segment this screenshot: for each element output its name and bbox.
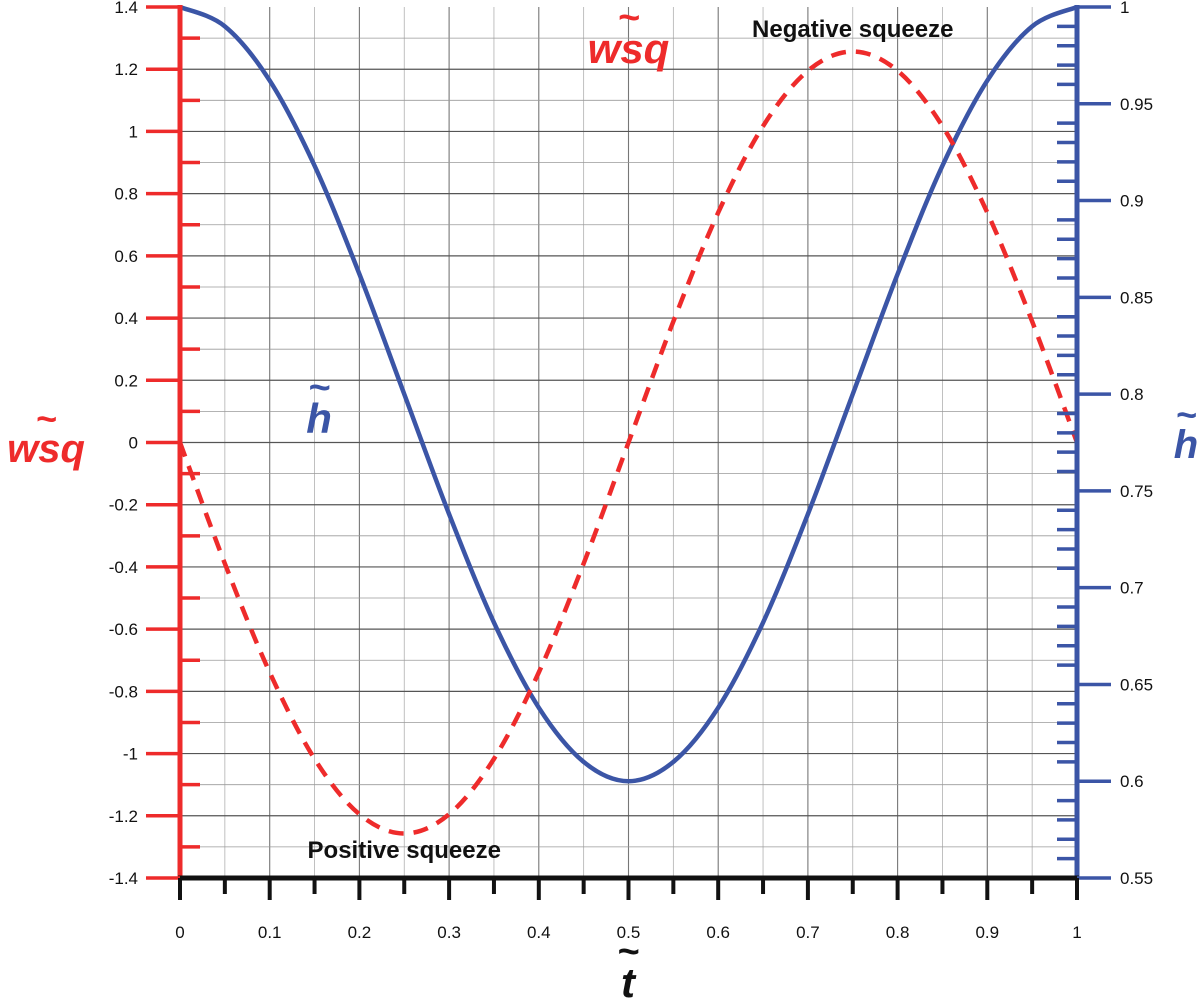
bottom-tick-label: 0.3 bbox=[437, 923, 461, 942]
left-tick-label: -1.4 bbox=[109, 869, 138, 888]
bottom-tick-label: 1 bbox=[1072, 923, 1081, 942]
right-tick-label: 0.95 bbox=[1120, 95, 1153, 114]
right-tick-label: 0.85 bbox=[1120, 288, 1153, 307]
left-tick-label: 0.4 bbox=[114, 309, 138, 328]
inline-label-h: ~h bbox=[306, 367, 332, 442]
annotation-label: Positive squeeze bbox=[308, 837, 501, 864]
series-layer bbox=[177, 4, 1080, 836]
right-tick-label: 0.6 bbox=[1120, 772, 1144, 791]
inline-label-wsq-text: wsq bbox=[588, 25, 670, 72]
left-tick-label: 1.2 bbox=[114, 60, 138, 79]
annotation-label: Negative squeeze bbox=[752, 16, 953, 43]
left-tick-label: -0.4 bbox=[109, 558, 138, 577]
left-tick-label: 1.4 bbox=[114, 0, 138, 17]
inline-label-h-accent: ~ bbox=[308, 367, 330, 409]
inline-label-wsq: ~wsq bbox=[588, 0, 670, 72]
left-tick-label: -0.6 bbox=[109, 620, 138, 639]
right-tick-label: 0.8 bbox=[1120, 385, 1144, 404]
x-title-accent: ~ bbox=[617, 931, 639, 973]
bottom-tick-label: 0.7 bbox=[796, 923, 820, 942]
y-left-title-text: wsq bbox=[7, 427, 85, 471]
left-tick-label: 0.8 bbox=[114, 185, 138, 204]
bottom-tick-label: 0.9 bbox=[975, 923, 999, 942]
right-tick-label: 1 bbox=[1120, 0, 1129, 17]
right-tick-label: 0.9 bbox=[1120, 192, 1144, 211]
grid bbox=[180, 7, 1077, 878]
x-title: ~t bbox=[617, 931, 639, 1002]
bottom-tick-label: 0.2 bbox=[348, 923, 372, 942]
bottom-tick-label: 0.4 bbox=[527, 923, 551, 942]
y-right-title-accent: ~ bbox=[1175, 394, 1196, 435]
right-tick-label: 0.65 bbox=[1120, 675, 1153, 694]
left-tick-label: -1 bbox=[123, 745, 138, 764]
left-tick-label: -0.8 bbox=[109, 682, 138, 701]
right-tick-label: 0.75 bbox=[1120, 482, 1153, 501]
bottom-tick-label: 0.1 bbox=[258, 923, 282, 942]
bottom-tick-label: 0.6 bbox=[706, 923, 730, 942]
left-tick-label: 0 bbox=[129, 434, 138, 453]
inline-label-wsq-accent: ~ bbox=[617, 0, 639, 39]
y-left-title-accent: ~ bbox=[35, 398, 56, 439]
left-tick-label: 0.6 bbox=[114, 247, 138, 266]
tick-labels: 1.4 1.2 1 0.8 0.6 0.4 0.2 0 -0.2 -0.4 -0.6 -0.8 -1 -1… bbox=[109, 0, 1153, 942]
left-tick-label: -0.2 bbox=[109, 496, 138, 515]
bottom-tick-label: 0 bbox=[175, 923, 184, 942]
series-h-line bbox=[179, 4, 1078, 784]
left-tick-label: 0.2 bbox=[114, 371, 138, 390]
right-tick-label: 0.7 bbox=[1120, 579, 1144, 598]
left-tick-label: 1 bbox=[129, 122, 138, 141]
axes bbox=[146, 5, 1111, 900]
bottom-tick-label: 0.5 bbox=[617, 923, 641, 942]
left-tick-label: -1.2 bbox=[109, 807, 138, 826]
right-tick-label: 0.55 bbox=[1120, 869, 1153, 888]
bottom-tick-label: 0.8 bbox=[886, 923, 910, 942]
inline-label-h-text: h bbox=[306, 395, 332, 442]
series-wsq-line bbox=[177, 49, 1080, 836]
y-right-title-text: h bbox=[1174, 423, 1198, 467]
y-left-title: ~wsq bbox=[7, 398, 85, 471]
y-right-title: ~h bbox=[1174, 394, 1198, 467]
x-title-text: t bbox=[621, 959, 637, 1002]
